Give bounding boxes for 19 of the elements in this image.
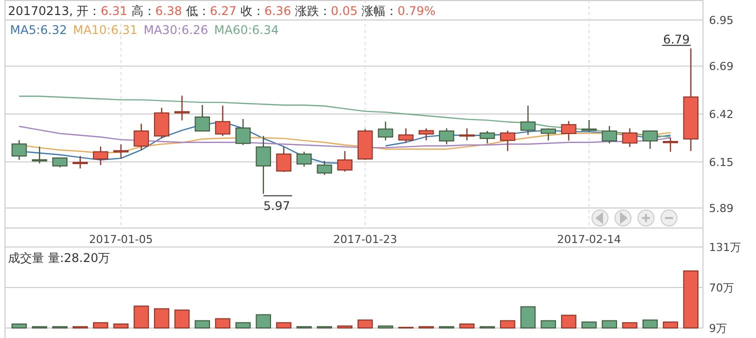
y-tick-label: 6.69 — [709, 60, 734, 74]
x-tick-label: 2017-01-23 — [333, 233, 398, 246]
x-tick-label: 2017-01-05 — [88, 233, 153, 246]
y-tick-label: 5.89 — [709, 202, 734, 215]
annotation: 5.97 — [263, 198, 290, 213]
y-tick-label: 6.42 — [709, 108, 734, 121]
text: MA60:6.34 — [214, 23, 279, 37]
text: MA10:6.31 — [72, 23, 138, 37]
chart-title: 20170213, 开：6.31 高：6.38 低：6.27 收：6.36 涨跌：0.05 涨幅：0.79% — [8, 4, 436, 18]
y-tick-label: 6.95 — [709, 14, 734, 27]
y-tick-label: 6.15 — [709, 156, 734, 169]
y-tick-label: 131万 — [709, 241, 741, 254]
x-tick-label: 2017-02-14 — [557, 233, 622, 246]
text: MA5:6.32 — [10, 23, 67, 37]
line-series — [18, 126, 672, 148]
y-tick-label: 70万 — [709, 282, 734, 294]
chart-title: 成交量 量:28.20万 — [8, 251, 110, 265]
text: MA30:6.26 — [144, 23, 208, 37]
y-tick-label: 9万 — [709, 322, 727, 335]
